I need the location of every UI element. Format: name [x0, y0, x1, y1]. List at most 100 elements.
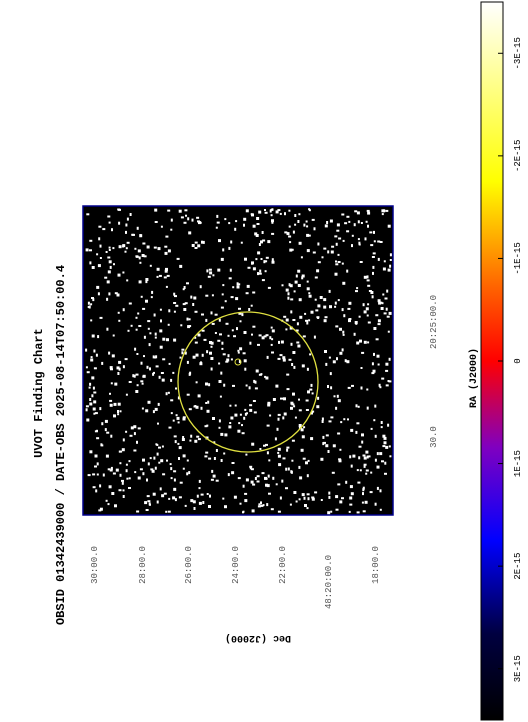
- noise-pixel: [96, 285, 100, 289]
- noise-pixel: [153, 313, 156, 317]
- error-circle: [177, 311, 319, 453]
- noise-pixel: [288, 235, 292, 238]
- noise-pixel: [128, 460, 131, 463]
- noise-pixel: [150, 296, 153, 299]
- noise-pixel: [133, 374, 136, 378]
- noise-pixel: [253, 411, 257, 414]
- noise-pixel: [389, 259, 392, 261]
- noise-pixel: [91, 334, 95, 338]
- x-axis-label: RA (J2000): [468, 348, 480, 408]
- noise-pixel: [271, 351, 274, 354]
- noise-pixel: [164, 251, 168, 255]
- noise-pixel: [189, 325, 192, 327]
- noise-pixel: [153, 456, 156, 460]
- noise-pixel: [225, 360, 229, 363]
- noise-pixel: [301, 274, 305, 278]
- noise-pixel: [296, 341, 300, 344]
- noise-pixel: [185, 214, 187, 217]
- noise-pixel: [173, 487, 176, 490]
- noise-pixel: [215, 226, 218, 229]
- noise-pixel: [365, 469, 369, 472]
- noise-pixel: [352, 454, 356, 458]
- noise-pixel: [389, 455, 392, 458]
- noise-pixel: [239, 502, 242, 505]
- noise-pixel: [298, 213, 301, 216]
- noise-pixel: [146, 245, 150, 249]
- noise-pixel: [244, 499, 248, 503]
- noise-pixel: [298, 398, 300, 401]
- noise-pixel: [379, 489, 382, 493]
- noise-pixel: [194, 341, 198, 344]
- noise-pixel: [122, 495, 125, 498]
- noise-pixel: [288, 225, 291, 228]
- noise-pixel: [292, 392, 295, 396]
- noise-pixel: [218, 318, 221, 322]
- noise-pixel: [112, 472, 116, 475]
- noise-pixel: [156, 500, 159, 504]
- noise-pixel: [218, 239, 221, 243]
- noise-pixel: [346, 360, 350, 364]
- noise-pixel: [155, 365, 159, 368]
- noise-pixel: [130, 324, 133, 327]
- noise-pixel: [98, 509, 102, 512]
- noise-pixel: [177, 396, 180, 400]
- noise-pixel: [304, 312, 307, 315]
- noise-pixel: [146, 478, 148, 482]
- noise-pixel: [277, 357, 281, 360]
- noise-pixel: [106, 297, 109, 301]
- noise-pixel: [305, 461, 308, 465]
- noise-pixel: [338, 459, 342, 463]
- noise-pixel: [282, 457, 286, 460]
- noise-pixel: [91, 394, 94, 398]
- noise-pixel: [308, 294, 312, 298]
- noise-pixel: [224, 218, 227, 221]
- noise-pixel: [149, 367, 151, 371]
- noise-pixel: [186, 360, 189, 364]
- noise-pixel: [220, 459, 223, 462]
- noise-pixel: [125, 247, 128, 250]
- noise-pixel: [138, 325, 142, 327]
- noise-pixel: [271, 208, 274, 211]
- noise-pixel: [125, 469, 128, 473]
- noise-pixel: [152, 410, 155, 414]
- noise-pixel: [377, 240, 381, 243]
- noise-pixel: [362, 510, 366, 513]
- noise-pixel: [377, 257, 380, 261]
- noise-pixel: [332, 360, 336, 364]
- noise-pixel: [86, 213, 90, 216]
- noise-pixel: [151, 290, 154, 294]
- noise-pixel: [121, 481, 124, 485]
- noise-pixel: [205, 294, 209, 297]
- noise-pixel: [383, 260, 386, 263]
- noise-pixel: [110, 382, 113, 385]
- noise-pixel: [90, 356, 93, 359]
- noise-pixel: [126, 217, 129, 221]
- noise-pixel: [222, 497, 225, 500]
- noise-pixel: [247, 266, 251, 269]
- noise-pixel: [266, 503, 269, 507]
- noise-pixel: [183, 308, 187, 311]
- noise-pixel: [102, 228, 106, 231]
- noise-pixel: [226, 358, 230, 362]
- noise-pixel: [298, 465, 301, 469]
- noise-pixel: [346, 269, 349, 273]
- noise-pixel: [334, 301, 337, 305]
- noise-pixel: [388, 445, 391, 448]
- noise-pixel: [315, 309, 319, 312]
- noise-pixel: [276, 427, 279, 431]
- noise-pixel: [128, 302, 132, 305]
- noise-pixel: [365, 472, 368, 475]
- noise-pixel: [373, 352, 375, 356]
- noise-pixel: [354, 321, 358, 324]
- noise-pixel: [197, 394, 201, 398]
- noise-pixel: [159, 308, 162, 311]
- title: UVOT Finding Chart: [32, 328, 46, 458]
- noise-pixel: [130, 426, 134, 430]
- noise-pixel: [362, 454, 366, 457]
- noise-pixel: [267, 401, 271, 405]
- noise-pixel: [229, 422, 232, 424]
- y-tick-label: 24:00.0: [231, 546, 241, 584]
- noise-pixel: [306, 474, 309, 478]
- noise-pixel: [290, 298, 294, 301]
- noise-pixel: [290, 401, 294, 405]
